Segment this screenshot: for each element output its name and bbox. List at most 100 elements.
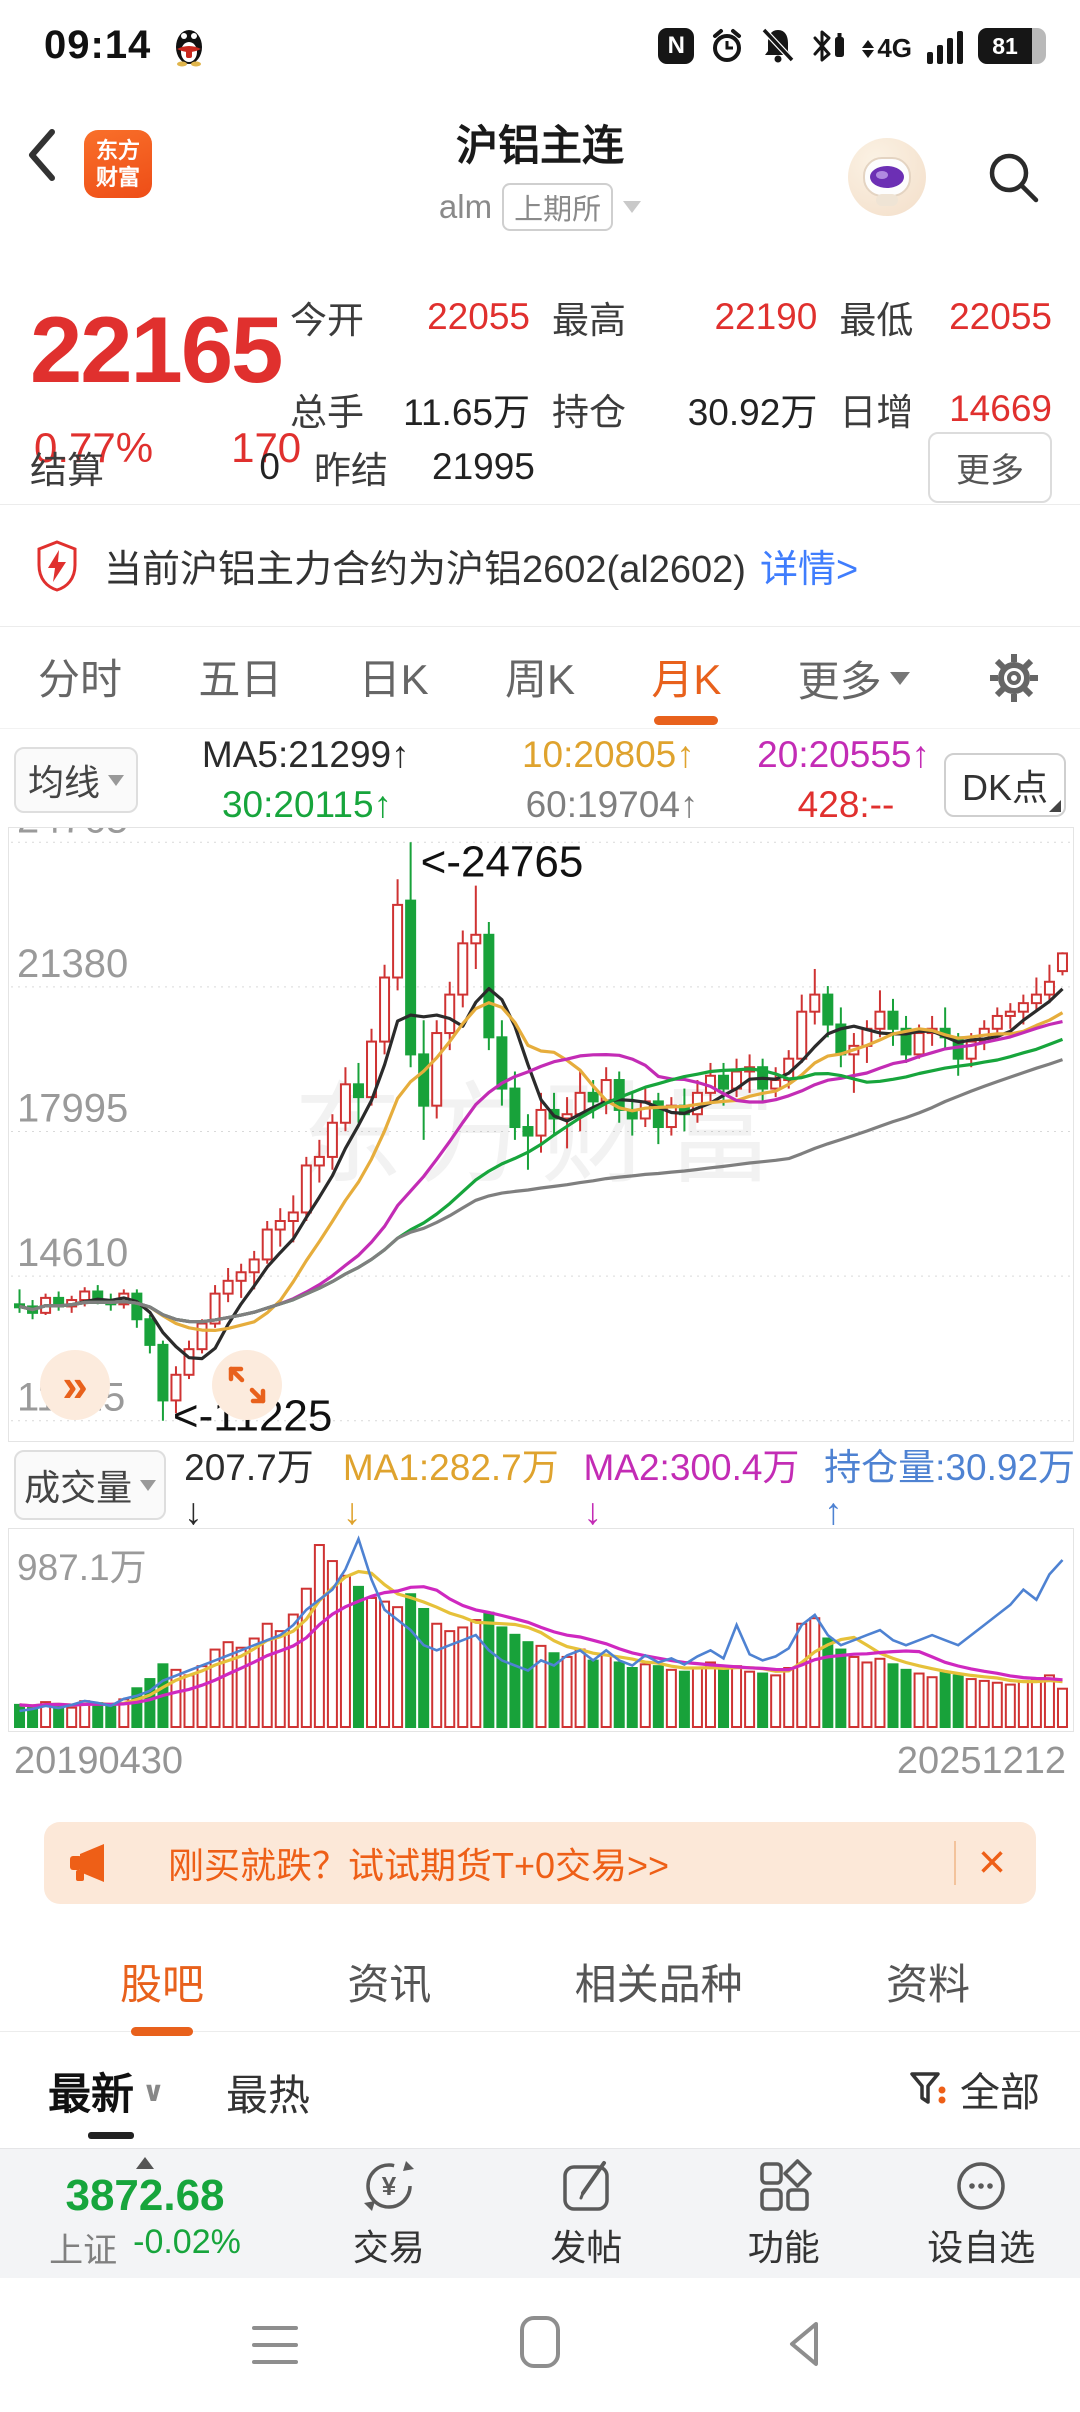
volume-ma2: MA2:300.4万↓: [583, 1447, 800, 1532]
alarm-icon: [709, 26, 745, 64]
field-label: 最低: [839, 300, 914, 341]
home-button[interactable]: [518, 2314, 562, 2370]
functions-button[interactable]: 功能: [685, 2149, 883, 2279]
field-value: 14669: [949, 388, 1052, 429]
post-button[interactable]: 发帖: [488, 2149, 686, 2279]
tab-more[interactable]: 更多: [798, 648, 910, 709]
tab-news[interactable]: 资讯: [347, 1961, 432, 2008]
shield-bolt-icon: [34, 539, 80, 593]
tab-time-share[interactable]: 分时: [38, 655, 123, 703]
tab-weekly-k[interactable]: 周K: [504, 655, 575, 703]
trade-button[interactable]: ¥ 交易: [290, 2149, 488, 2279]
settle-label: 结算: [30, 450, 104, 491]
start-date: 20190430: [14, 1740, 184, 1782]
ma428-value: 428:--: [797, 784, 895, 825]
volume-value: 207.7万↓: [184, 1447, 314, 1532]
tab-monthly-k[interactable]: 月K: [651, 646, 721, 725]
x-axis-dates: 20190430 20251212: [14, 1740, 1066, 1783]
ma-selector-button[interactable]: 均线: [14, 747, 138, 813]
index-name: 上证: [49, 2231, 118, 2270]
chevron-down-icon: [889, 671, 910, 685]
qq-penguin-icon: [171, 23, 207, 67]
field-label: 最高: [551, 300, 626, 341]
notice-detail-link[interactable]: 详情>: [759, 549, 859, 591]
sort-latest[interactable]: 最新 ∨: [48, 2071, 165, 2119]
back-button[interactable]: [22, 124, 60, 186]
active-underline: [88, 2132, 134, 2139]
contract-code: alm: [438, 188, 493, 225]
arrow-up-icon: [136, 2156, 154, 2169]
more-quote-button[interactable]: 更多: [928, 431, 1052, 503]
volume-selector-button[interactable]: 成交量: [14, 1450, 167, 1520]
grid-icon: [760, 2159, 812, 2211]
field-value: 22055: [949, 296, 1052, 337]
chevron-down-icon: [108, 774, 124, 786]
change-value: 170: [231, 424, 302, 471]
ma30-value: 30:20115↑: [221, 784, 393, 825]
tab-five-day[interactable]: 五日: [198, 655, 283, 703]
dk-point-button[interactable]: DK点: [944, 753, 1066, 817]
volume-ma1: MA1:282.7万↓: [342, 1447, 559, 1532]
funnel-icon: [910, 2072, 946, 2104]
contract-subtitle[interactable]: alm 上期所: [438, 183, 642, 231]
index-change: -0.02%: [133, 2222, 241, 2261]
fullscreen-expand-button[interactable]: [212, 1350, 282, 1420]
recent-apps-button[interactable]: [252, 2326, 298, 2364]
tab-info[interactable]: 资料: [885, 1961, 970, 2008]
exchange-badge: 上期所: [502, 183, 614, 231]
svg-text:14610: 14610: [17, 1231, 128, 1275]
ad-banner[interactable]: 刚买就跌？试试期货T+0交易>> ×: [44, 1822, 1036, 1904]
ma60-value: 60:19704↑: [525, 784, 699, 825]
chevron-down-icon: [623, 201, 642, 213]
tab-related-products[interactable]: 相关品种: [574, 1961, 743, 2008]
page-title: 沪铝主连: [455, 122, 624, 169]
volume-legend: 成交量 207.7万↓ MA1:282.7万↓ MA2:300.4万↓ 持仓量:…: [0, 1446, 1080, 1532]
status-bar: 09:14 N 4G 81: [0, 0, 1080, 90]
ellipsis-circle-icon: [957, 2162, 1005, 2210]
tab-guba[interactable]: 股吧: [120, 1951, 204, 2036]
close-icon[interactable]: ×: [977, 1836, 1006, 1889]
field-label: 持仓: [551, 392, 626, 433]
clock: 09:14: [44, 22, 152, 67]
field-label: 今开: [290, 300, 364, 341]
open-interest-value: 持仓量:30.92万↑: [824, 1447, 1076, 1532]
chevron-down-icon: ∨: [142, 2075, 165, 2107]
settle-value: 0: [259, 446, 280, 487]
filter-all-button[interactable]: 全部: [908, 2060, 1040, 2118]
quote-panel: 22165 0.77% 170 今开 22055 最高 22190 最低 22055 …: [0, 262, 1080, 505]
nfc-icon: N: [658, 28, 695, 64]
android-nav-bar: [0, 2278, 1080, 2412]
eastmoney-logo[interactable]: 东方 财富: [84, 130, 152, 198]
tab-daily-k[interactable]: 日K: [358, 655, 429, 703]
field-value: 22190: [714, 296, 818, 337]
trade-yuan-icon: ¥: [363, 2161, 414, 2211]
index-quote-cell[interactable]: 3872.68 上证 -0.02%: [0, 2149, 290, 2279]
chart-settings-gear-icon[interactable]: [986, 650, 1042, 706]
field-value: 22055: [427, 296, 530, 337]
compose-icon: [563, 2161, 609, 2211]
ai-assistant-avatar[interactable]: [848, 138, 926, 216]
index-value: 3872.68: [65, 2170, 225, 2220]
field-label: 日增: [839, 392, 914, 433]
kline-chart[interactable]: 2476521380179951461011225东方财富<-24765<-11…: [8, 827, 1074, 1442]
period-tab-bar: 分时 五日 日K 周K 月K 更多: [0, 628, 1080, 728]
ma5-value: MA5:21299↑: [201, 734, 410, 775]
search-icon[interactable]: [982, 146, 1044, 208]
community-tab-bar: 股吧 资讯 相关品种 资料: [0, 1932, 1080, 2036]
add-watchlist-button[interactable]: 设自选: [883, 2149, 1080, 2279]
prev-settle-value: 21995: [432, 446, 535, 487]
bluetooth-icon: [811, 28, 847, 64]
svg-text:24765: 24765: [17, 828, 128, 841]
main-contract-notice[interactable]: 当前沪铝主力合约为沪铝2602(al2602) 详情>: [0, 505, 1080, 627]
bell-muted-icon: [760, 26, 796, 64]
bottom-toolbar: 3872.68 上证 -0.02% ¥ 交易 发帖 功能 设自选: [0, 2148, 1080, 2279]
ma10-value: 10:20805↑: [521, 734, 695, 775]
prev-settle-label: 昨结: [314, 450, 388, 491]
volume-chart[interactable]: 987.1万: [8, 1528, 1074, 1732]
fast-forward-button[interactable]: »: [40, 1350, 110, 1420]
header: 东方 财富 沪铝主连 alm 上期所: [0, 90, 1080, 262]
sort-hottest[interactable]: 最热: [226, 2072, 311, 2119]
nav-back-button[interactable]: [782, 2318, 826, 2370]
field-value: 30.92万: [687, 392, 818, 433]
